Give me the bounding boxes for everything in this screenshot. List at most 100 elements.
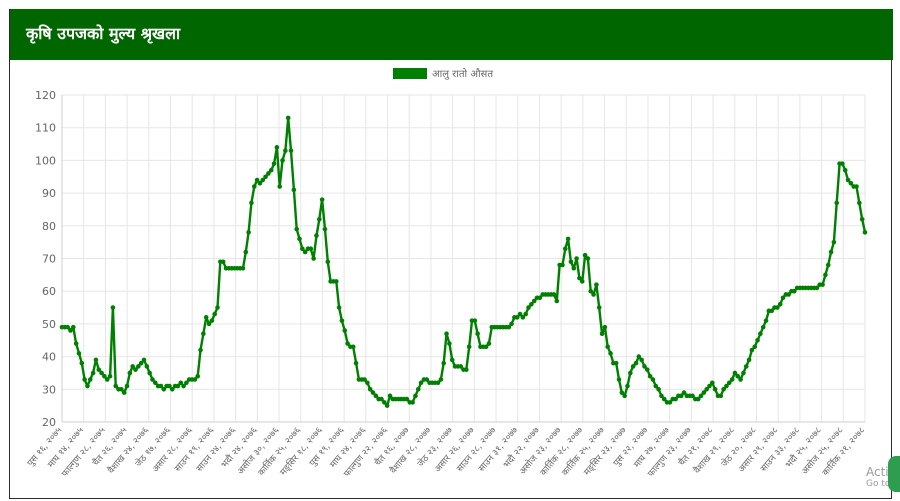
y-tick-label: 70 xyxy=(42,253,56,266)
data-point xyxy=(311,256,316,261)
data-point xyxy=(854,184,859,189)
data-point xyxy=(240,266,246,271)
data-point xyxy=(158,383,164,389)
data-point xyxy=(602,324,608,330)
data-point xyxy=(444,331,449,337)
data-point xyxy=(87,377,93,382)
chart-card: कृषि उपजको मुल्य श्रृखला xyxy=(9,9,893,499)
data-point xyxy=(681,390,687,395)
data-point xyxy=(73,341,79,346)
data-point xyxy=(144,364,150,369)
data-point xyxy=(862,230,868,235)
data-point xyxy=(848,180,854,186)
data-point xyxy=(119,387,124,392)
data-point xyxy=(780,295,786,301)
data-point xyxy=(625,383,630,389)
data-point xyxy=(523,311,529,317)
y-tick-label: 80 xyxy=(42,220,56,233)
data-point xyxy=(280,158,285,163)
data-point xyxy=(466,344,472,350)
data-point xyxy=(277,184,283,189)
data-point xyxy=(257,180,263,186)
data-point xyxy=(823,272,828,278)
data-point xyxy=(628,370,633,376)
data-point xyxy=(161,387,167,392)
data-point xyxy=(274,145,280,150)
data-point xyxy=(529,301,534,307)
data-point xyxy=(650,377,656,382)
data-point xyxy=(562,246,568,251)
card-header: कृषि उपजको मुल्य श्रृखला xyxy=(10,9,893,60)
data-point xyxy=(136,364,141,369)
data-point xyxy=(316,216,322,222)
y-tick-label: 120 xyxy=(35,89,56,102)
data-point xyxy=(300,246,305,251)
data-point xyxy=(178,380,184,386)
data-point xyxy=(271,161,277,166)
data-point xyxy=(642,364,647,369)
data-point xyxy=(554,298,560,304)
data-point xyxy=(726,380,732,386)
data-point xyxy=(285,115,291,121)
data-point xyxy=(133,367,138,372)
floating-side-button[interactable] xyxy=(888,456,900,492)
data-point xyxy=(644,367,650,372)
data-point xyxy=(90,370,96,376)
data-point xyxy=(741,370,746,376)
data-point xyxy=(127,370,133,376)
data-point xyxy=(76,351,82,356)
data-point xyxy=(845,177,851,183)
data-point xyxy=(435,380,441,386)
data-point xyxy=(449,357,455,363)
data-point xyxy=(291,187,297,193)
data-point xyxy=(121,390,127,395)
data-point xyxy=(560,262,565,268)
data-point xyxy=(743,364,749,369)
data-point xyxy=(353,360,359,366)
data-point xyxy=(531,298,537,304)
data-point xyxy=(760,324,766,330)
data-point xyxy=(724,383,729,389)
data-point xyxy=(712,387,718,392)
data-point xyxy=(599,331,605,337)
data-point xyxy=(104,377,110,382)
data-point xyxy=(704,387,709,392)
data-point xyxy=(506,324,512,330)
data-point xyxy=(294,226,299,232)
data-point xyxy=(249,200,254,206)
data-point xyxy=(831,239,837,245)
data-point xyxy=(656,387,661,392)
chart-legend[interactable]: आलु रातो औसत xyxy=(393,66,493,80)
data-point xyxy=(181,383,186,389)
data-point xyxy=(775,305,780,310)
data-point xyxy=(840,161,845,166)
data-point xyxy=(814,285,820,291)
data-point xyxy=(268,167,274,173)
data-point xyxy=(464,367,469,372)
data-point xyxy=(263,174,268,180)
data-point xyxy=(520,315,526,320)
data-point xyxy=(107,373,113,379)
data-point xyxy=(198,347,203,353)
data-point xyxy=(206,321,212,327)
data-point xyxy=(859,216,865,222)
data-point xyxy=(438,377,444,382)
data-point xyxy=(639,357,644,363)
data-point xyxy=(659,393,664,399)
data-point xyxy=(749,347,755,353)
data-point xyxy=(820,282,825,287)
data-point xyxy=(574,256,579,261)
data-point xyxy=(153,380,158,386)
data-point xyxy=(828,249,834,255)
data-point xyxy=(203,315,209,320)
data-point xyxy=(124,383,130,389)
y-tick-label: 100 xyxy=(35,154,56,167)
data-point xyxy=(718,393,724,399)
page-title: कृषि उपजको मुल्य श्रृखला xyxy=(26,24,181,43)
data-point xyxy=(619,390,625,395)
data-point xyxy=(167,383,172,389)
data-point xyxy=(93,357,99,363)
data-point xyxy=(308,246,314,251)
data-point xyxy=(842,167,848,173)
data-point xyxy=(246,230,251,235)
